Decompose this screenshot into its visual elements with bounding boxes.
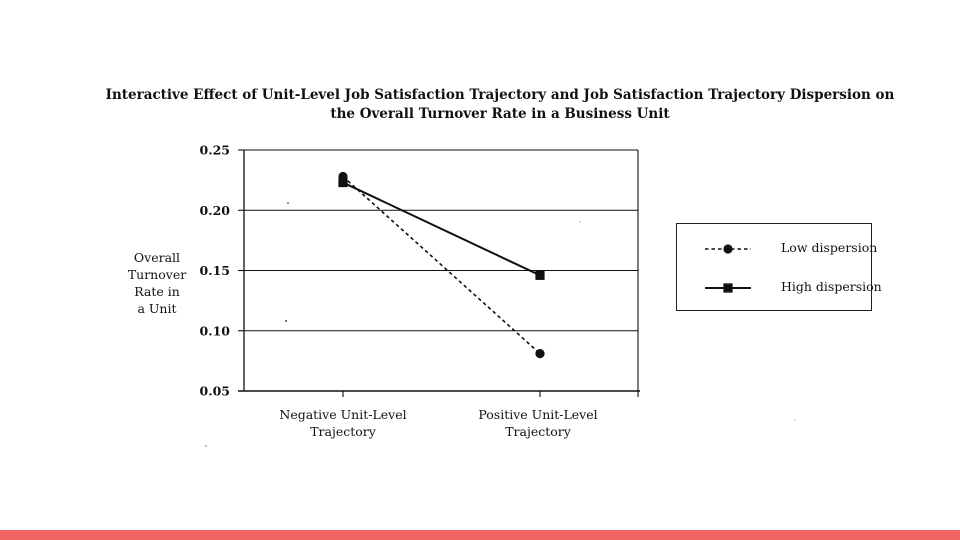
- data-point-low-dispersion: [535, 349, 545, 359]
- y-tick-label: 0.05: [200, 384, 230, 399]
- chart-title-line-1: Interactive Effect of Unit-Level Job Sat…: [105, 87, 895, 103]
- series-layer: [338, 171, 545, 359]
- series-line-high-dispersion: [342, 181, 541, 277]
- legend-label-high-dispersion: High dispersion: [781, 279, 882, 294]
- plot-frame: [238, 149, 640, 397]
- x-category-positive: Positive Unit-Level Trajectory: [458, 406, 618, 440]
- x-category-label-line: Negative Unit-Level: [279, 407, 407, 422]
- y-axis-label-line: a Unit: [137, 301, 177, 316]
- legend-marker-high-dispersion: [723, 283, 733, 293]
- legend-marker-low-dispersion: [723, 244, 733, 254]
- x-category-label-line: Positive Unit-Level: [478, 407, 598, 422]
- legend: Low dispersion High dispersion: [676, 223, 882, 311]
- y-axis-ticks: 0.25 0.20 0.15 0.10 0.05: [200, 143, 244, 399]
- legend-label-low-dispersion: Low dispersion: [781, 240, 878, 255]
- scan-speckles: [205, 202, 796, 447]
- y-axis-label-line: Rate in: [134, 284, 180, 299]
- y-axis-label-line: Overall: [133, 250, 181, 265]
- x-category-negative: Negative Unit-Level Trajectory: [263, 406, 423, 440]
- y-tick-label: 0.20: [200, 203, 231, 218]
- legend-markers: [705, 244, 751, 293]
- y-axis-label: Overall Turnover Rate in a Unit: [118, 249, 196, 317]
- x-category-label-line: Trajectory: [505, 424, 571, 439]
- y-tick-label: 0.15: [200, 263, 230, 278]
- x-category-label-line: Trajectory: [310, 424, 376, 439]
- footer-accent-bar: [0, 530, 960, 540]
- chart-title-line-2: the Overall Turnover Rate in a Business …: [330, 106, 670, 122]
- series-line-low-dispersion: [342, 175, 541, 355]
- plot-grid: [244, 149, 638, 332]
- data-point-high-dispersion: [338, 177, 348, 188]
- chart-title: Interactive Effect of Unit-Level Job Sat…: [0, 86, 960, 124]
- y-tick-label: 0.10: [200, 323, 231, 338]
- y-axis-label-line: Turnover: [127, 267, 187, 282]
- data-point-high-dispersion: [535, 270, 545, 280]
- y-tick-label: 0.25: [200, 143, 230, 158]
